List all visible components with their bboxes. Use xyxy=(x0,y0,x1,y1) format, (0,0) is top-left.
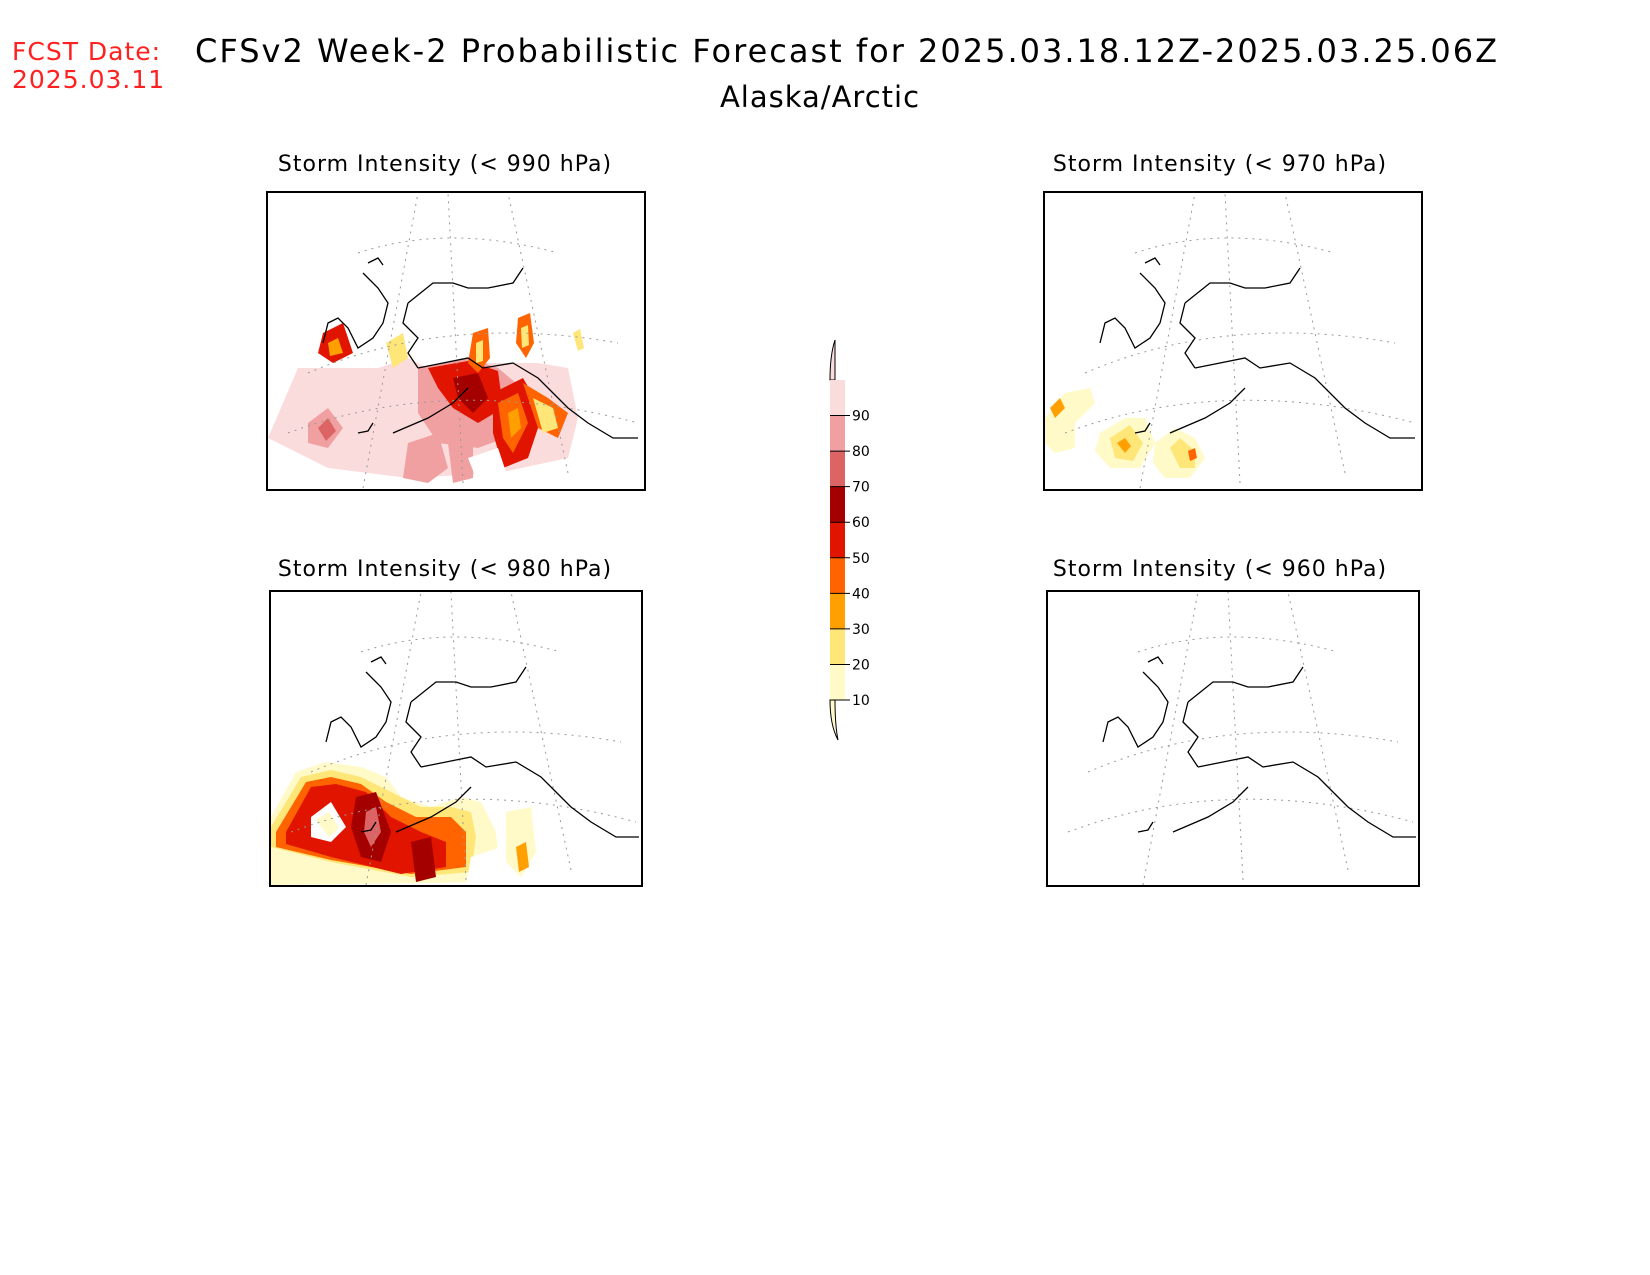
legend-label: 10 xyxy=(852,693,870,709)
color-legend: 10 20 30 40 50 60 70 80 90 xyxy=(820,335,880,749)
graticule xyxy=(1067,592,1414,885)
main-title-text: CFSv2 Week-2 Probabilistic Forecast for … xyxy=(195,32,1500,70)
coastline xyxy=(1099,257,1415,439)
graticule xyxy=(1064,193,1416,489)
map-panel-980 xyxy=(269,590,643,887)
map-980-svg xyxy=(271,592,639,885)
legend-swatch xyxy=(830,557,845,594)
legend-label: 60 xyxy=(852,515,870,531)
legend-swatch xyxy=(830,486,845,523)
map-960-svg xyxy=(1067,592,1416,885)
legend-bottom-arrow xyxy=(829,699,839,741)
graticule xyxy=(290,592,637,885)
panel-title-980: Storm Intensity (< 980 hPa) xyxy=(277,557,613,582)
color-legend-svg: 10 20 30 40 50 60 70 80 90 xyxy=(829,339,870,741)
panel-title-970: Storm Intensity (< 970 hPa) xyxy=(1052,152,1388,177)
legend-label: 20 xyxy=(852,657,870,673)
panel-title-990: Storm Intensity (< 990 hPa) xyxy=(277,152,613,177)
coastline xyxy=(322,257,638,439)
panel-title-960: Storm Intensity (< 960 hPa) xyxy=(1052,557,1388,582)
fcst-date: 2025.03.11 xyxy=(12,65,166,94)
probability-field xyxy=(1045,388,1205,478)
map-panel-990 xyxy=(266,191,646,491)
legend-top-arrow xyxy=(829,339,836,381)
legend-swatch xyxy=(830,664,845,700)
coastline xyxy=(1102,656,1416,838)
legend-swatch xyxy=(830,593,845,629)
graticule xyxy=(287,193,639,489)
map-990-svg xyxy=(268,193,639,489)
probability-field xyxy=(268,313,584,483)
legend-label: 40 xyxy=(852,586,870,602)
map-panel-970 xyxy=(1043,191,1423,491)
legend-swatch xyxy=(830,380,845,416)
fcst-label: FCST Date: xyxy=(12,37,162,66)
legend-label: 50 xyxy=(852,551,870,567)
legend-swatch xyxy=(830,451,845,487)
legend-label: 80 xyxy=(852,444,870,460)
map-970-svg xyxy=(1045,193,1416,489)
map-panel-960 xyxy=(1046,590,1420,887)
legend-swatch xyxy=(830,628,845,665)
legend-label: 30 xyxy=(852,622,870,638)
legend-label: 90 xyxy=(852,409,870,425)
legend-label: 70 xyxy=(852,480,870,496)
legend-swatch xyxy=(830,415,845,452)
legend-swatch xyxy=(830,522,845,558)
forecast-date-label: FCST Date: 2025.03.11 xyxy=(12,38,165,94)
probability-field xyxy=(271,762,536,885)
coastline xyxy=(325,656,639,838)
region-subtitle: Alaska/Arctic xyxy=(719,80,921,114)
